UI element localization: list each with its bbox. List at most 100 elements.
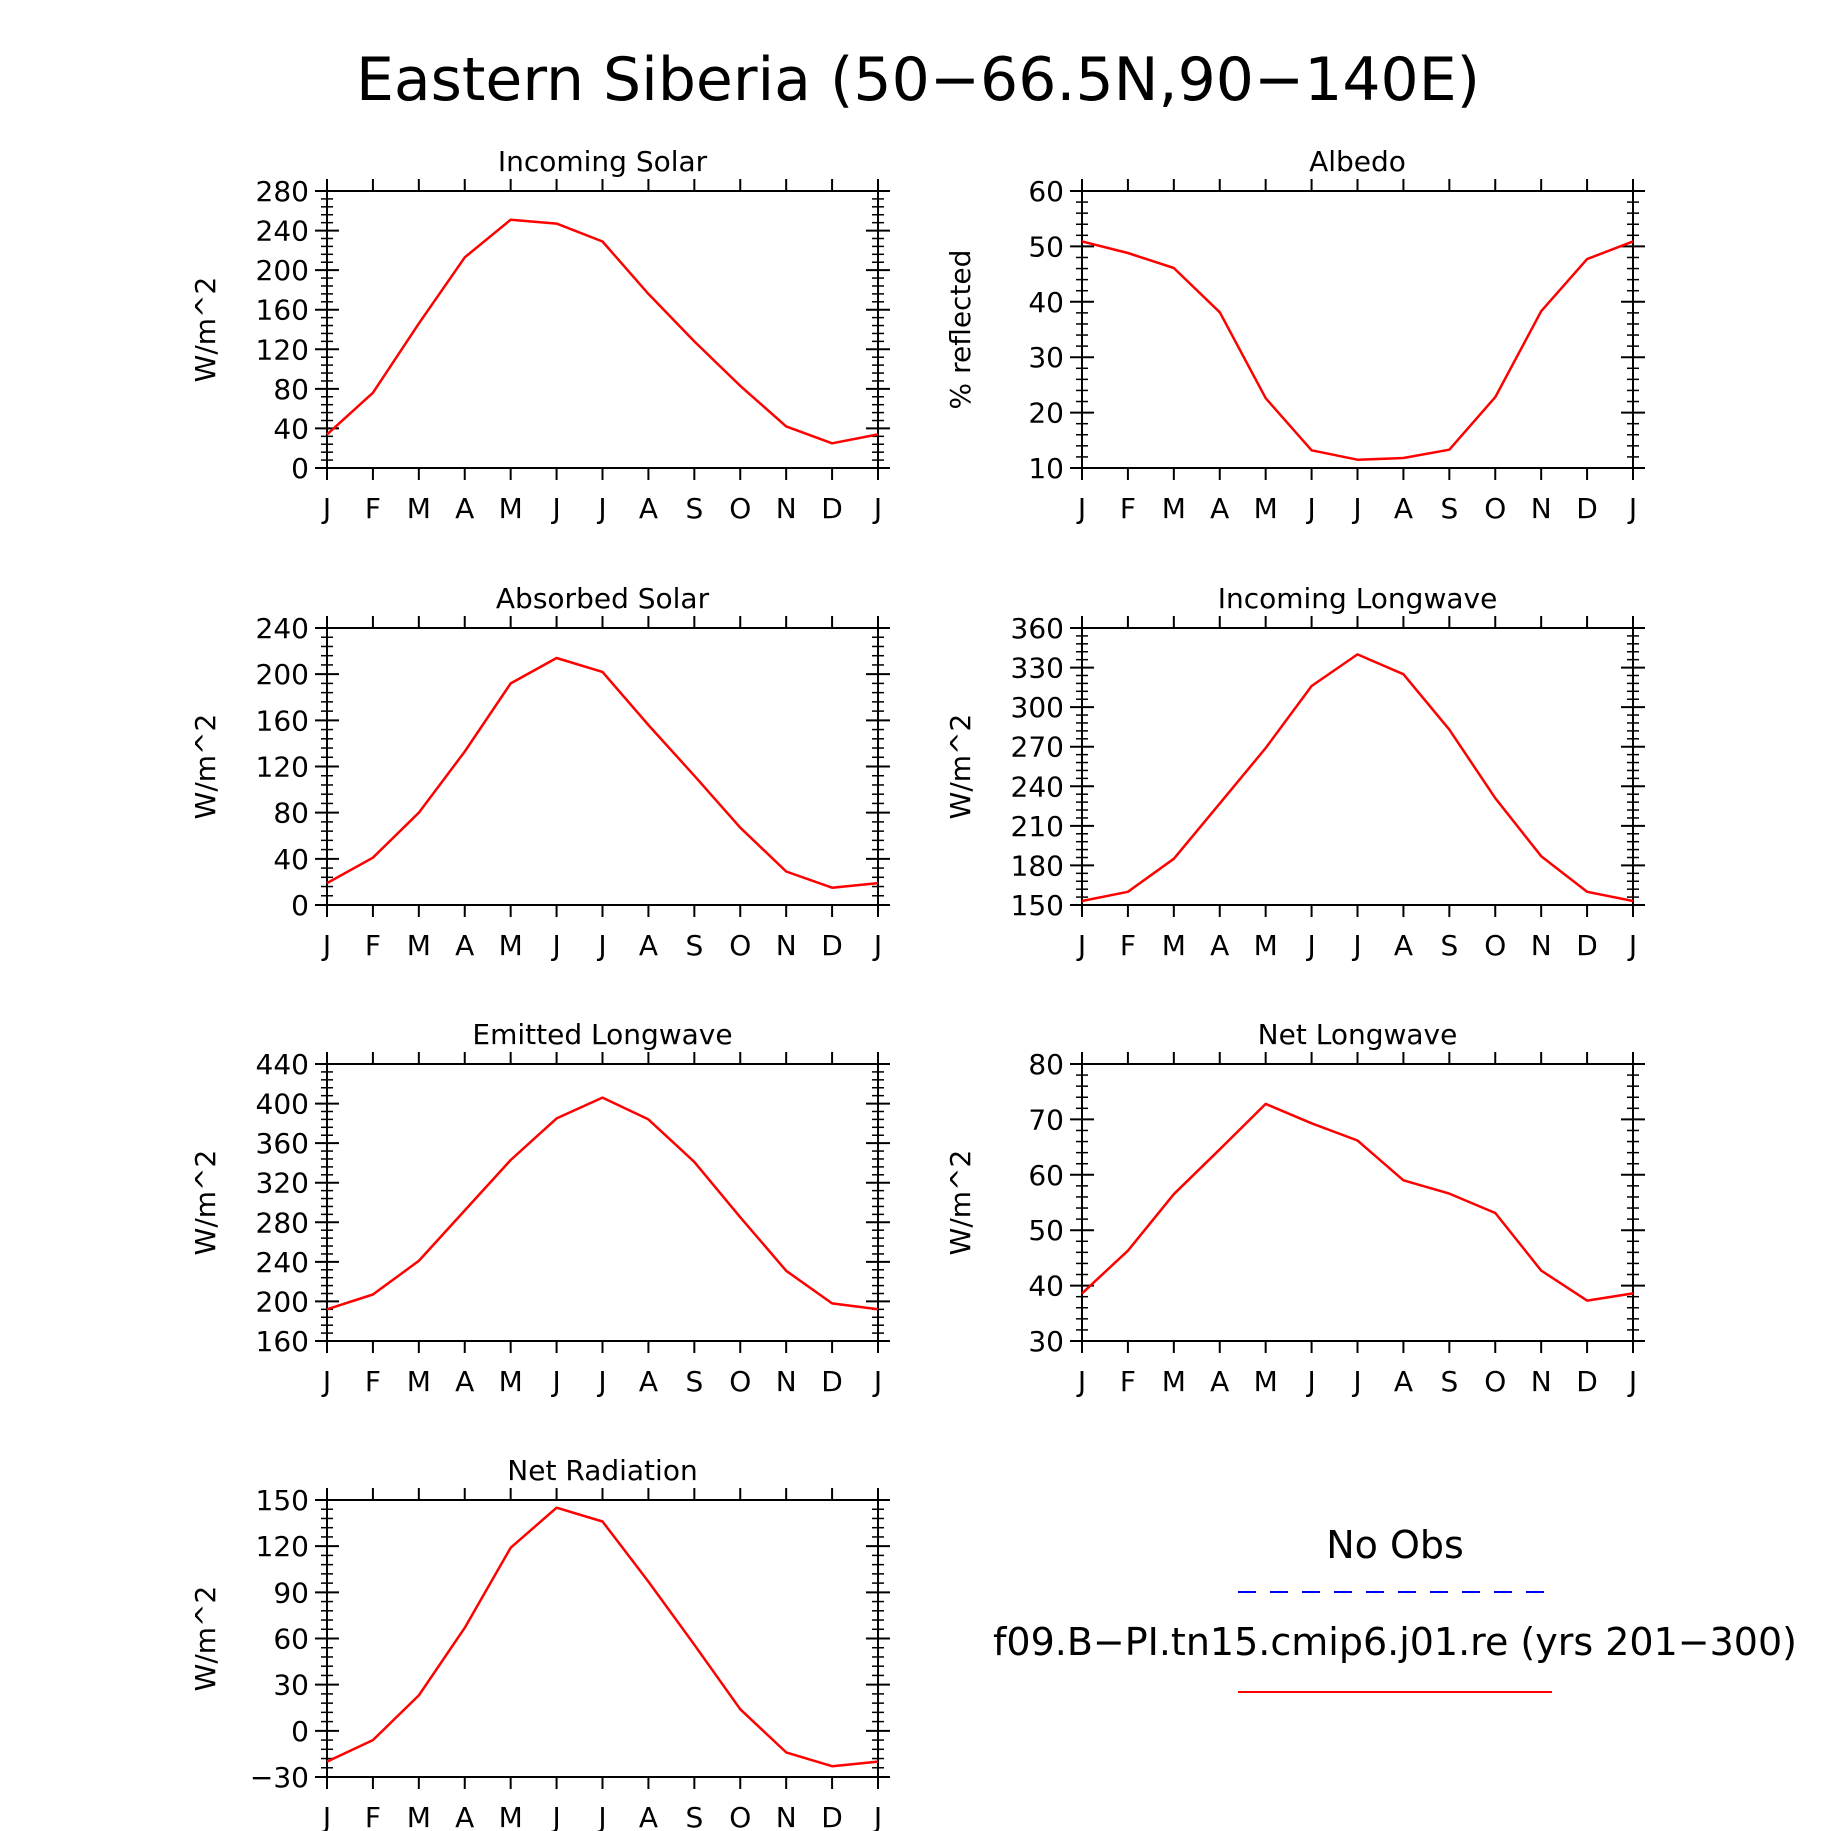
x-tick-label: A	[639, 1365, 658, 1398]
x-tick-label: S	[1440, 492, 1458, 525]
x-tick-label: M	[1162, 1365, 1186, 1398]
x-tick-label: J	[872, 1365, 882, 1398]
x-tick-label: M	[407, 1801, 431, 1831]
y-tick-label: 10	[1028, 452, 1064, 485]
y-tick-label: 360	[256, 1127, 309, 1160]
y-tick-label: 200	[256, 658, 309, 691]
x-tick-label: J	[550, 1365, 560, 1398]
y-tick-label: 210	[1011, 810, 1064, 843]
y-tick-label: 160	[256, 294, 309, 327]
legend-model-label: f09.B−PI.tn15.cmip6.j01.re (yrs 201−300)	[993, 1620, 1797, 1664]
panel-title: Incoming Longwave	[1218, 582, 1498, 615]
y-tick-label: 120	[256, 751, 309, 784]
y-tick-label: 200	[256, 254, 309, 287]
plot-frame	[326, 190, 879, 469]
y-tick-label: 300	[1011, 691, 1064, 724]
plot-frame	[326, 627, 879, 906]
x-tick-label: M	[1162, 929, 1186, 962]
x-tick-label: O	[729, 1365, 751, 1398]
x-tick-label: M	[1254, 1365, 1278, 1398]
x-tick-label: J	[550, 1801, 560, 1831]
y-tick-label: 60	[1028, 1159, 1064, 1192]
x-tick-label: J	[1351, 929, 1361, 962]
x-tick-label: A	[455, 492, 474, 525]
panels: J F M A M J J A S O N D J04080120160200240280Incomin…	[189, 145, 1645, 1831]
y-tick-label: 90	[273, 1576, 309, 1609]
panel-title: Net Radiation	[507, 1454, 697, 1487]
x-tick-label: J	[872, 1801, 882, 1831]
panel-4: J F M A M J J A S O N D J160200240280320360400440Emi…	[189, 1018, 890, 1398]
y-tick-label: 200	[256, 1285, 309, 1318]
panel-title: Incoming Solar	[498, 145, 708, 178]
x-tick-label: J	[1305, 492, 1315, 525]
y-tick-label: 330	[1011, 652, 1064, 685]
x-tick-label: J	[321, 929, 331, 962]
series-line	[1081, 240, 1634, 461]
x-tick-label: A	[639, 1801, 658, 1831]
x-tick-label: N	[776, 492, 797, 525]
y-tick-label: 40	[1028, 286, 1064, 319]
series-line	[326, 1506, 879, 1768]
y-tick-label: 180	[1011, 849, 1064, 882]
y-tick-label: 150	[256, 1484, 309, 1517]
x-tick-label: A	[1394, 492, 1413, 525]
x-tick-label: A	[455, 929, 474, 962]
x-tick-label: J	[1351, 1365, 1361, 1398]
x-tick-label: F	[365, 1801, 381, 1831]
plot-frame	[1081, 1063, 1634, 1342]
y-tick-label: 240	[256, 1246, 309, 1279]
x-tick-label: J	[872, 929, 882, 962]
x-tick-label: D	[1576, 1365, 1598, 1398]
x-tick-label: N	[1531, 929, 1552, 962]
y-tick-label: 240	[1011, 770, 1064, 803]
x-tick-label: D	[821, 1801, 843, 1831]
y-tick-label: 80	[273, 797, 309, 830]
y-tick-label: 50	[1028, 230, 1064, 263]
x-tick-label: A	[1394, 929, 1413, 962]
y-tick-label: 40	[1028, 1270, 1064, 1303]
x-tick-label: M	[407, 929, 431, 962]
x-tick-label: A	[1394, 1365, 1413, 1398]
plot-frame	[1081, 190, 1634, 469]
y-tick-label: 0	[291, 889, 309, 922]
x-tick-label: O	[729, 929, 751, 962]
y-tick-label: 0	[291, 452, 309, 485]
x-tick-label: F	[1120, 492, 1136, 525]
x-tick-label: M	[1254, 929, 1278, 962]
x-tick-label: J	[1076, 929, 1086, 962]
y-tick-label: 40	[273, 412, 309, 445]
x-tick-label: J	[596, 1365, 606, 1398]
y-tick-label: 440	[256, 1048, 309, 1081]
panel-title: Albedo	[1309, 145, 1406, 178]
x-tick-label: J	[1305, 1365, 1315, 1398]
x-tick-label: J	[1076, 492, 1086, 525]
y-tick-label: 320	[256, 1167, 309, 1200]
y-tick-label: 240	[256, 215, 309, 248]
legend: No Obs f09.B−PI.tn15.cmip6.j01.re (yrs 2…	[993, 1523, 1797, 1693]
y-tick-label: 20	[1028, 397, 1064, 430]
y-tick-label: 30	[273, 1669, 309, 1702]
x-tick-label: S	[685, 1801, 703, 1831]
x-tick-label: O	[729, 492, 751, 525]
x-tick-label: A	[639, 929, 658, 962]
x-tick-label: D	[821, 929, 843, 962]
x-tick-label: J	[1305, 929, 1315, 962]
series-line	[326, 656, 879, 889]
y-tick-label: 0	[291, 1715, 309, 1748]
x-tick-label: S	[685, 929, 703, 962]
x-tick-label: D	[1576, 492, 1598, 525]
x-tick-label: D	[821, 492, 843, 525]
series-line	[1081, 1102, 1634, 1302]
series-line	[326, 218, 879, 445]
x-tick-label: J	[1076, 1365, 1086, 1398]
x-tick-label: S	[1440, 929, 1458, 962]
x-tick-label: J	[872, 492, 882, 525]
x-tick-label: F	[365, 1365, 381, 1398]
x-tick-label: M	[1162, 492, 1186, 525]
x-tick-label: A	[639, 492, 658, 525]
y-tick-label: 120	[256, 333, 309, 366]
y-tick-label: 400	[256, 1088, 309, 1121]
x-tick-label: J	[1351, 492, 1361, 525]
